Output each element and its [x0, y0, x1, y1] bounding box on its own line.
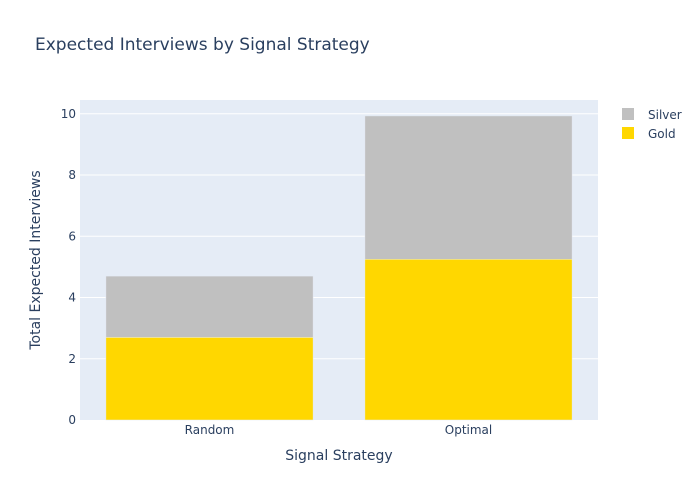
- legend-label: Silver: [648, 108, 682, 122]
- y-tick-label: 2: [68, 352, 76, 366]
- x-tick-label: Optimal: [445, 423, 492, 437]
- y-tick-label: 10: [61, 107, 76, 121]
- bars: [105, 115, 573, 421]
- y-axis-title: Total Expected Interviews: [28, 170, 44, 350]
- legend-item-gold[interactable]: Gold: [622, 127, 676, 141]
- legend-item-silver[interactable]: Silver: [622, 108, 682, 122]
- y-axis-ticks: 0 2 4 6 8 10: [61, 107, 76, 427]
- x-axis-ticks: Random Optimal: [185, 423, 493, 437]
- y-tick-label: 4: [68, 291, 76, 305]
- legend-swatch: [622, 108, 634, 120]
- legend-label: Gold: [648, 127, 676, 141]
- bar-gold-random[interactable]: [105, 337, 314, 421]
- y-tick-label: 6: [68, 229, 76, 243]
- y-tick-label: 8: [68, 168, 76, 182]
- legend[interactable]: Silver Gold: [622, 108, 682, 141]
- chart-title: Expected Interviews by Signal Strategy: [35, 35, 370, 55]
- legend-swatch: [622, 127, 634, 139]
- y-tick-label: 0: [68, 413, 76, 427]
- bar-silver-random[interactable]: [105, 275, 314, 338]
- bar-gold-optimal[interactable]: [364, 258, 573, 421]
- x-tick-label: Random: [185, 423, 235, 437]
- x-axis-title: Signal Strategy: [285, 448, 392, 464]
- bar-silver-optimal[interactable]: [364, 115, 573, 260]
